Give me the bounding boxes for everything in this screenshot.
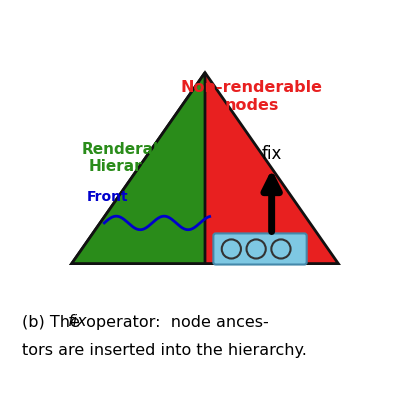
Text: (b) The: (b) The <box>22 314 85 330</box>
Polygon shape <box>72 73 338 264</box>
FancyBboxPatch shape <box>213 234 307 264</box>
Text: operator:  node ances-: operator: node ances- <box>81 314 269 330</box>
Polygon shape <box>72 73 205 264</box>
Circle shape <box>222 240 241 258</box>
Text: fix: fix <box>68 314 88 330</box>
Circle shape <box>246 240 266 258</box>
Text: tors are inserted into the hierarchy.: tors are inserted into the hierarchy. <box>22 342 307 358</box>
Text: Front: Front <box>86 190 128 204</box>
Circle shape <box>271 240 290 258</box>
Text: Non-renderable
nodes: Non-renderable nodes <box>180 80 322 113</box>
Text: fix: fix <box>262 145 282 163</box>
Text: Renderable
Hierarchy: Renderable Hierarchy <box>82 142 180 174</box>
